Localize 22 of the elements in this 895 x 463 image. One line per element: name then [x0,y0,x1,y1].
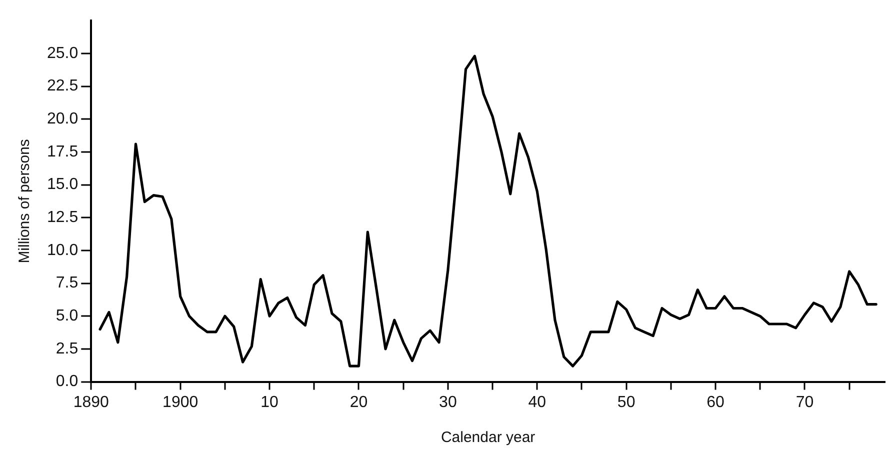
y-tick-label: 5.0 [56,308,78,325]
y-tick-label: 22.5 [47,78,78,95]
y-tick-label: 17.5 [47,143,78,160]
x-tick-label: 20 [350,394,368,411]
y-tick-label: 7.5 [56,274,78,292]
x-tick-label: 50 [617,394,636,411]
y-tick-label: 2.5 [56,340,78,358]
y-tick-label: 20.0 [47,110,78,128]
y-axis-title: Millions of persons [16,139,34,264]
x-tick-label: 1900 [162,394,198,411]
y-tick-label: 0.0 [56,373,78,390]
y-tick-label: 15.0 [47,176,78,194]
x-tick-label: 40 [528,394,546,411]
x-tick-label: 10 [260,394,279,411]
y-tick-label: 12.5 [47,209,78,226]
x-axis-title: Calendar year [440,429,536,446]
x-tick-label: 60 [706,394,725,411]
x-tick-label: 70 [796,394,814,411]
y-tick-label: 25.0 [47,44,78,62]
y-tick-label: 10.0 [47,242,78,259]
x-tick-label: 30 [439,394,457,411]
x-tick-label: 1890 [73,394,110,411]
